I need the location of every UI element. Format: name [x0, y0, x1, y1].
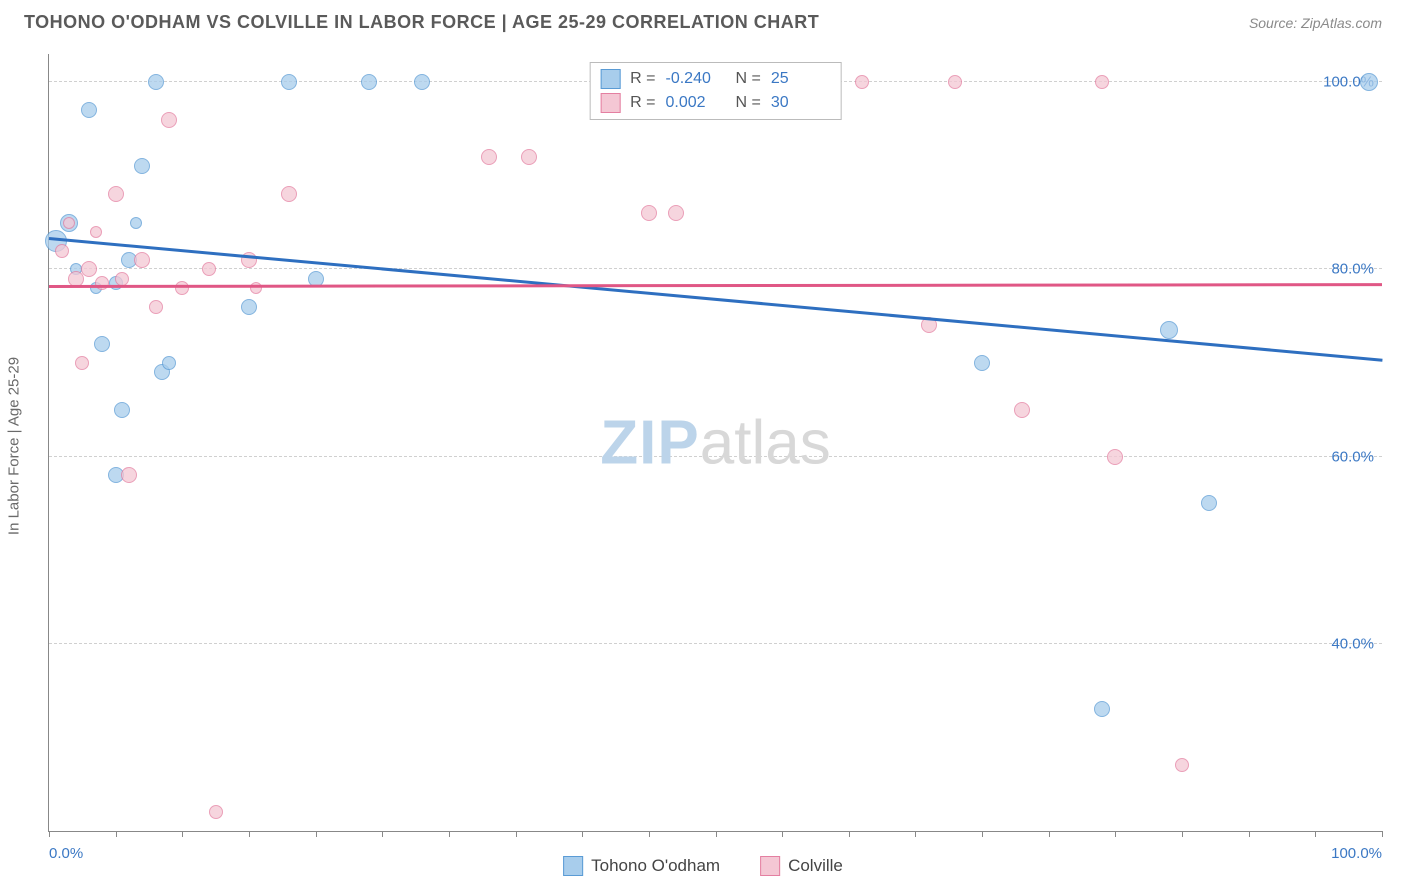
- legend-swatch: [600, 69, 620, 89]
- data-point: [162, 356, 176, 370]
- x-tick: [1115, 831, 1116, 837]
- data-point: [175, 281, 189, 295]
- x-tick: [982, 831, 983, 837]
- data-point: [241, 299, 257, 315]
- legend-label: Tohono O'odham: [591, 856, 720, 876]
- legend-item: Colville: [760, 856, 843, 876]
- x-axis-max-label: 100.0%: [1331, 845, 1382, 862]
- gridline: [49, 456, 1382, 457]
- data-point: [668, 205, 684, 221]
- legend-swatch: [563, 856, 583, 876]
- data-point: [121, 467, 137, 483]
- data-point: [108, 186, 124, 202]
- data-point: [149, 300, 163, 314]
- y-tick-label: 40.0%: [1331, 635, 1374, 652]
- data-point: [481, 149, 497, 165]
- data-point: [55, 244, 69, 258]
- x-tick: [782, 831, 783, 837]
- data-point: [94, 336, 110, 352]
- data-point: [90, 226, 102, 238]
- x-tick: [182, 831, 183, 837]
- data-point: [1107, 449, 1123, 465]
- gridline: [49, 643, 1382, 644]
- data-point: [281, 74, 297, 90]
- x-tick: [1382, 831, 1383, 837]
- data-point: [1094, 701, 1110, 717]
- y-tick-label: 60.0%: [1331, 448, 1374, 465]
- series-legend: Tohono O'odham Colville: [563, 856, 843, 876]
- legend-swatch: [760, 856, 780, 876]
- data-point: [1014, 402, 1030, 418]
- y-axis-title: In Labor Force | Age 25-29: [6, 357, 23, 535]
- x-tick: [716, 831, 717, 837]
- data-point: [1160, 321, 1178, 339]
- data-point: [114, 402, 130, 418]
- data-point: [974, 355, 990, 371]
- n-value: 25: [771, 70, 831, 88]
- data-point: [1095, 75, 1109, 89]
- r-label: R =: [630, 70, 655, 88]
- data-point: [281, 186, 297, 202]
- n-label: N =: [736, 94, 761, 112]
- x-tick: [382, 831, 383, 837]
- data-point: [134, 252, 150, 268]
- data-point: [81, 102, 97, 118]
- data-point: [521, 149, 537, 165]
- data-point: [1201, 495, 1217, 511]
- legend-swatch: [600, 93, 620, 113]
- x-tick: [582, 831, 583, 837]
- data-point: [95, 276, 109, 290]
- data-point: [1175, 758, 1189, 772]
- r-label: R =: [630, 94, 655, 112]
- x-tick: [49, 831, 50, 837]
- x-tick: [849, 831, 850, 837]
- x-axis-min-label: 0.0%: [49, 845, 83, 862]
- data-point: [361, 74, 377, 90]
- x-tick: [1182, 831, 1183, 837]
- data-point: [414, 74, 430, 90]
- source-label: Source: ZipAtlas.com: [1249, 15, 1382, 31]
- data-point: [115, 272, 129, 286]
- n-label: N =: [736, 70, 761, 88]
- gridline: [49, 268, 1382, 269]
- x-tick: [915, 831, 916, 837]
- x-tick: [1249, 831, 1250, 837]
- stats-row: R = -0.240 N = 25: [600, 67, 831, 91]
- x-tick: [516, 831, 517, 837]
- x-tick: [116, 831, 117, 837]
- r-value: -0.240: [666, 70, 726, 88]
- data-point: [209, 805, 223, 819]
- x-tick: [1049, 831, 1050, 837]
- r-value: 0.002: [666, 94, 726, 112]
- chart-title: TOHONO O'ODHAM VS COLVILLE IN LABOR FORC…: [24, 12, 819, 33]
- data-point: [81, 261, 97, 277]
- x-tick: [1315, 831, 1316, 837]
- data-point: [63, 217, 75, 229]
- data-point: [134, 158, 150, 174]
- data-point: [641, 205, 657, 221]
- stats-row: R = 0.002 N = 30: [600, 91, 831, 115]
- stats-legend: R = -0.240 N = 25 R = 0.002 N = 30: [589, 62, 842, 120]
- data-point: [855, 75, 869, 89]
- data-point: [1360, 73, 1378, 91]
- data-point: [202, 262, 216, 276]
- x-tick: [316, 831, 317, 837]
- data-point: [130, 217, 142, 229]
- chart-plot-area: 40.0%60.0%80.0%100.0% ZIPatlas R =-0.240…: [48, 54, 1382, 832]
- data-point: [75, 356, 89, 370]
- y-tick-label: 80.0%: [1331, 261, 1374, 278]
- data-point: [948, 75, 962, 89]
- trend-line: [49, 283, 1382, 287]
- data-point: [161, 112, 177, 128]
- x-tick: [449, 831, 450, 837]
- x-tick: [249, 831, 250, 837]
- x-tick: [649, 831, 650, 837]
- legend-item: Tohono O'odham: [563, 856, 720, 876]
- n-value: 30: [771, 94, 831, 112]
- data-point: [148, 74, 164, 90]
- legend-label: Colville: [788, 856, 843, 876]
